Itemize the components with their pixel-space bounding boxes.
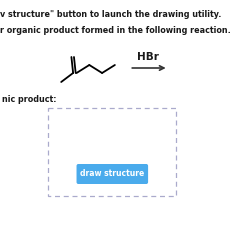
Text: HBr: HBr xyxy=(137,52,159,62)
Text: draw structure: draw structure xyxy=(80,170,144,178)
Bar xyxy=(48,108,176,196)
Text: nic product:: nic product: xyxy=(2,95,56,104)
Text: r organic product formed in the following reaction.: r organic product formed in the followin… xyxy=(0,26,230,35)
FancyBboxPatch shape xyxy=(76,164,148,184)
Text: v structure" button to launch the drawing utility.: v structure" button to launch the drawin… xyxy=(0,10,221,19)
